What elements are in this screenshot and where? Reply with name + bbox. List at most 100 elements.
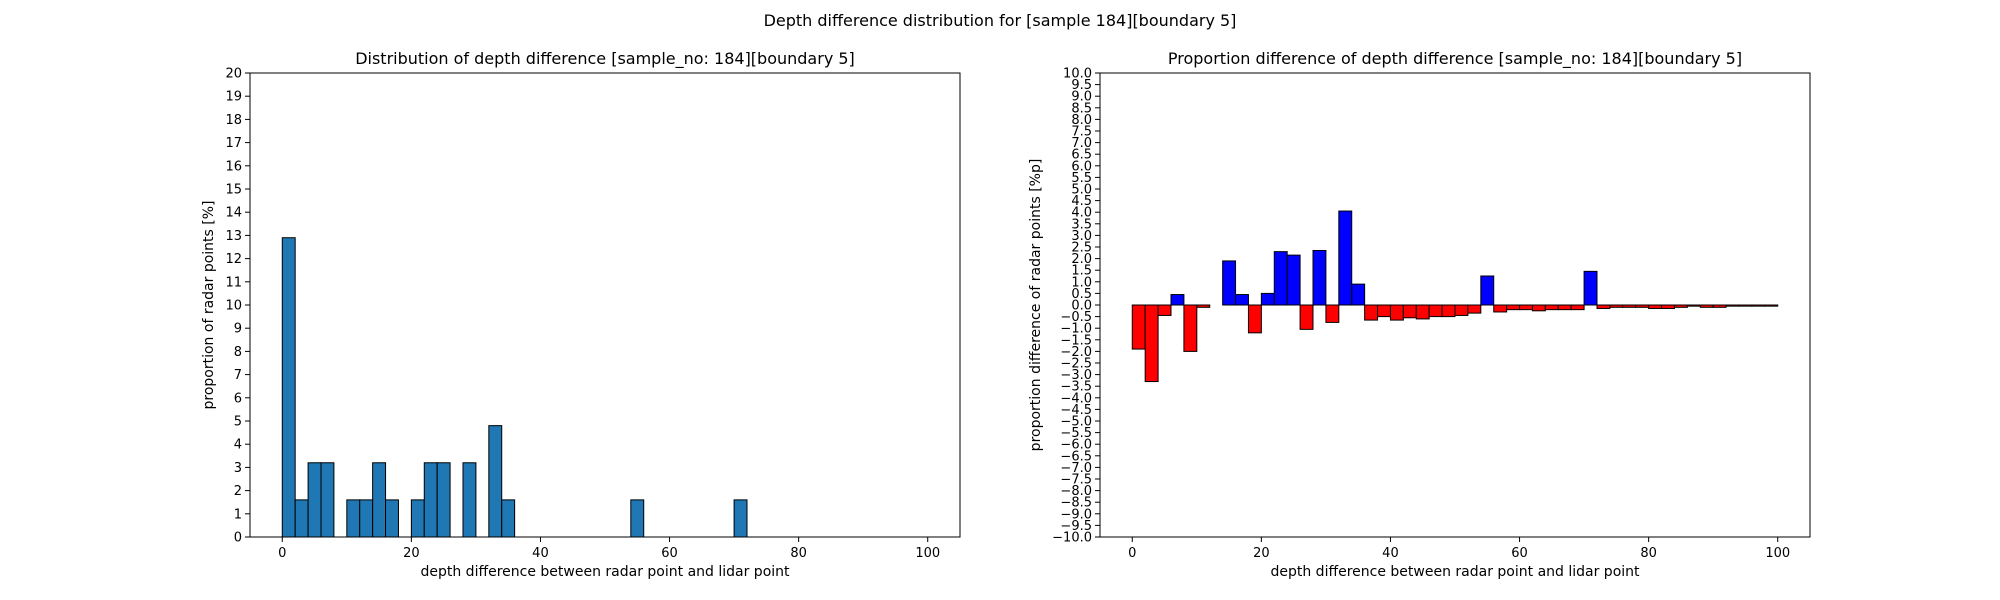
proportion-difference-x-ticks: 0 20 40 60 80 100	[1128, 537, 1790, 561]
proportion-difference-bar	[1661, 304, 1675, 309]
proportion-difference-x-tick-label: 60	[1511, 546, 1528, 561]
proportion-difference-bar	[1364, 304, 1379, 321]
proportion-difference-bar	[1389, 304, 1404, 321]
proportion-difference-y-tick-label: 1.0	[1071, 275, 1092, 290]
proportion-difference-bar	[1157, 304, 1172, 316]
proportion-difference-bar	[1699, 304, 1714, 308]
proportion-difference-x-tick-label: 0	[1128, 546, 1136, 561]
proportion-difference-bar	[1764, 304, 1779, 307]
proportion-difference-y-tick-label: −6.5	[1060, 449, 1092, 464]
proportion-difference-y-tick-label: 0.0	[1071, 299, 1092, 314]
distribution-x-tick-label: 0	[278, 546, 286, 561]
proportion-difference-y-tick-label: −7.5	[1060, 473, 1092, 488]
distribution-y-tick-label: 3	[234, 461, 242, 476]
distribution-x-tick-label: 60	[661, 546, 678, 561]
distribution-x-tick-label: 100	[915, 546, 940, 561]
proportion-difference-y-tick-label: −1.0	[1060, 322, 1092, 337]
proportion-difference-bar	[1673, 304, 1688, 308]
figure-suptitle: Depth difference distribution for [sampl…	[764, 11, 1237, 30]
distribution-y-tick-label: 15	[225, 183, 242, 198]
proportion-difference-y-tick-label: 5.0	[1071, 183, 1092, 198]
proportion-difference-bar	[1351, 283, 1366, 306]
distribution-y-tick-label: 14	[225, 206, 242, 221]
proportion-difference-y-tick-label: −1.5	[1060, 333, 1092, 348]
proportion-difference-y-tick-label: −3.5	[1060, 380, 1092, 395]
proportion-difference-bar	[1235, 294, 1249, 306]
distribution-y-tick-label: 12	[225, 252, 242, 267]
distribution-y-tick-label: 1	[234, 507, 242, 522]
proportion-difference-bar	[1402, 304, 1417, 319]
proportion-difference-bar	[1260, 292, 1275, 306]
distribution-bar	[501, 499, 516, 538]
proportion-difference-y-tick-label: 3.5	[1071, 217, 1092, 232]
proportion-difference-bar	[1247, 304, 1262, 334]
distribution-bar	[320, 462, 335, 538]
distribution-title: Distribution of depth difference [sample…	[355, 49, 855, 69]
proportion-difference-y-tick-label: −2.0	[1060, 345, 1092, 360]
distribution-bar	[359, 499, 374, 538]
proportion-difference-y-tick-label: 8.5	[1071, 101, 1092, 116]
distribution-x-tick-label: 20	[403, 546, 420, 561]
proportion-difference-y-axis-label: proportion difference of radar points [%…	[1028, 159, 1044, 452]
proportion-difference-y-tick-label: 2.0	[1071, 252, 1092, 267]
proportion-difference-y-tick-label: 5.5	[1071, 171, 1092, 186]
distribution-bar	[410, 499, 425, 538]
distribution-bars	[281, 237, 748, 538]
proportion-difference-bar	[1635, 304, 1650, 308]
distribution-x-ticks: 0 20 40 60 80 100	[278, 537, 940, 561]
distribution-y-tick-label: 4	[234, 438, 242, 453]
distribution-bar	[488, 425, 503, 538]
distribution-x-axis-label: depth difference between radar point and…	[420, 564, 790, 580]
distribution-y-tick-label: 0	[234, 531, 242, 546]
proportion-difference-y-tick-label: 9.0	[1071, 90, 1092, 105]
proportion-difference-y-tick-label: −7.0	[1060, 461, 1092, 476]
proportion-difference-bar	[1415, 304, 1430, 320]
proportion-difference-bar	[1183, 304, 1198, 352]
distribution-y-tick-label: 18	[225, 113, 242, 128]
proportion-difference-y-tick-label: 6.0	[1071, 159, 1092, 174]
proportion-difference-bar	[1299, 304, 1314, 330]
proportion-difference-bar	[1609, 304, 1624, 308]
proportion-difference-bar	[1196, 304, 1211, 308]
proportion-difference-y-tick-label: −2.5	[1060, 357, 1092, 372]
proportion-difference-plot-frame	[1099, 72, 1811, 538]
proportion-difference-bar	[1467, 304, 1482, 314]
proportion-difference-bars	[1131, 210, 1779, 383]
distribution-x-tick-label: 80	[790, 546, 807, 561]
proportion-difference-bar	[1506, 304, 1521, 311]
distribution-y-tick-label: 17	[225, 136, 242, 151]
proportion-difference-bar	[1286, 254, 1301, 306]
distribution-y-tick-label: 5	[234, 415, 242, 430]
proportion-difference-bar	[1493, 304, 1508, 313]
proportion-difference-y-tick-label: 0.5	[1071, 287, 1092, 302]
distribution-y-tick-label: 8	[234, 345, 242, 360]
distribution-bar	[372, 462, 387, 538]
proportion-difference-bar	[1131, 304, 1146, 350]
distribution-y-tick-label: 6	[234, 391, 242, 406]
proportion-difference-x-tick-label: 20	[1253, 546, 1270, 561]
distribution-bar	[733, 499, 748, 538]
proportion-difference-y-tick-label: −9.0	[1060, 507, 1092, 522]
proportion-difference-y-tick-label: −9.5	[1060, 519, 1092, 534]
distribution-bar	[423, 462, 438, 538]
proportion-difference-y-tick-label: 1.5	[1071, 264, 1092, 279]
proportion-difference-y-tick-label: 10.0	[1063, 67, 1092, 82]
distribution-bar	[436, 462, 451, 538]
proportion-difference-bar	[1583, 270, 1598, 306]
proportion-difference-bar	[1544, 304, 1559, 311]
proportion-difference-panel: Proportion difference of depth differenc…	[1028, 49, 1811, 580]
proportion-difference-bar	[1725, 304, 1740, 307]
proportion-difference-y-tick-label: 8.0	[1071, 113, 1092, 128]
proportion-difference-bar	[1570, 304, 1585, 311]
distribution-y-tick-label: 16	[225, 159, 242, 174]
distribution-bar	[346, 499, 361, 538]
proportion-difference-bar	[1712, 304, 1727, 308]
distribution-y-tick-label: 13	[225, 229, 242, 244]
distribution-y-tick-label: 19	[225, 90, 242, 105]
proportion-difference-x-tick-label: 40	[1382, 546, 1399, 561]
proportion-difference-bar	[1428, 304, 1443, 318]
proportion-difference-bar	[1596, 304, 1611, 309]
distribution-y-axis-label: proportion of radar points [%]	[201, 200, 217, 409]
proportion-difference-y-ticks: −10.0−9.5−9.0−8.5−8.0−7.5−7.0−6.5−6.0−5.…	[1052, 67, 1100, 546]
proportion-difference-bar	[1441, 304, 1456, 318]
